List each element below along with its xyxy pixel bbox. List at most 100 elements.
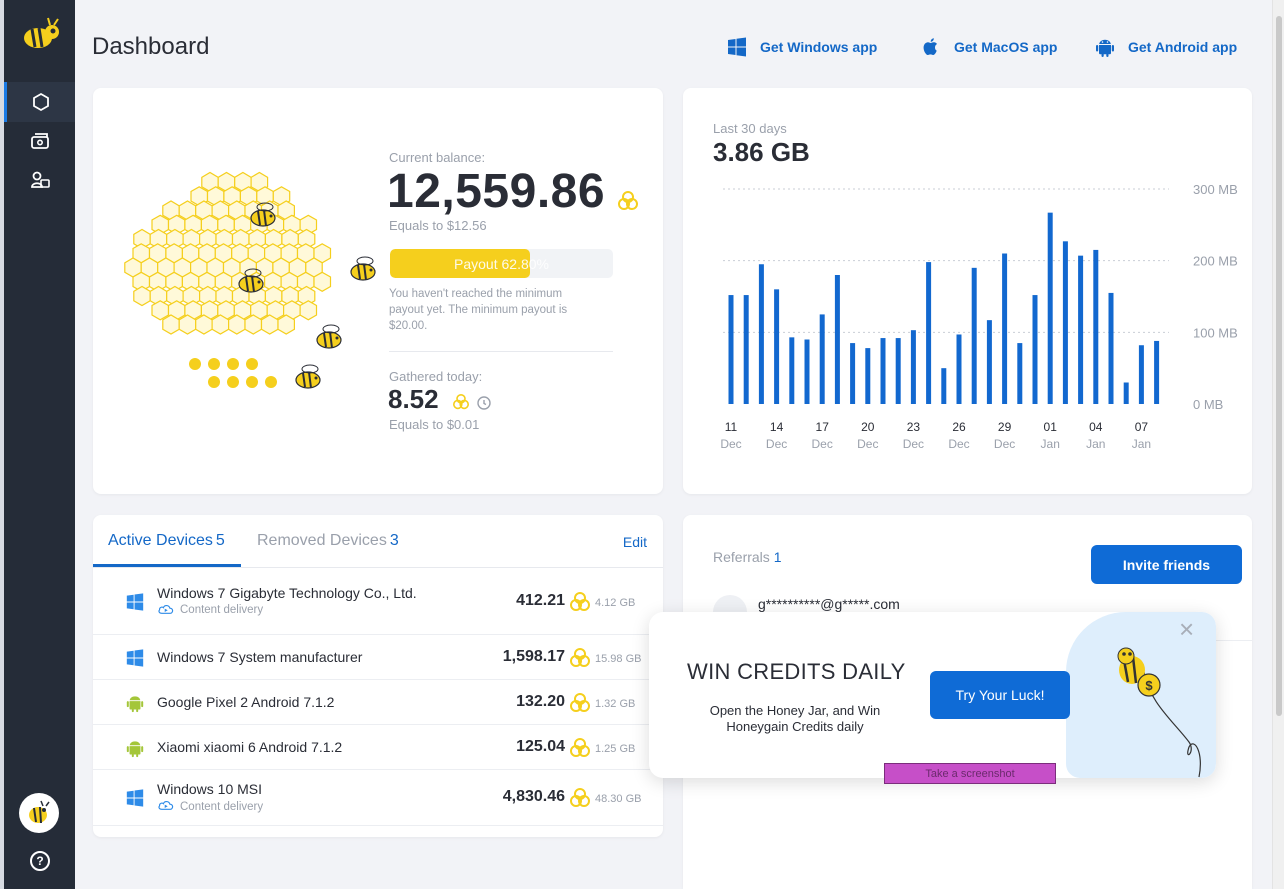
current-balance-value: 12,559.86 xyxy=(387,165,606,218)
x-tick-day: 14 xyxy=(770,420,784,434)
tab-active-devices[interactable]: Active Devices 5 xyxy=(108,532,225,550)
device-earnings: 4,830.46 xyxy=(502,788,565,805)
get-macos-app-link[interactable]: Get MacOS app xyxy=(920,36,1057,58)
honeygain-logo-icon[interactable] xyxy=(16,14,64,54)
x-tick-day: 17 xyxy=(816,420,830,434)
chart-bar[interactable] xyxy=(728,295,734,404)
chart-bar[interactable] xyxy=(758,264,764,404)
tab-removed-devices[interactable]: Removed Devices 3 xyxy=(257,532,399,550)
honey-cell xyxy=(227,358,239,370)
chart-bar[interactable] xyxy=(1108,292,1114,404)
gathered-today-value: 8.52 xyxy=(388,384,439,414)
android-icon xyxy=(125,738,145,758)
chart-bar[interactable] xyxy=(865,348,871,404)
page-title: Dashboard xyxy=(92,33,210,60)
device-name: Xiaomi xiaomi 6 Android 7.1.2 xyxy=(157,738,343,755)
balance-card: Current balance: 12,559.86 Equals to $12… xyxy=(93,88,663,494)
x-tick-day: 26 xyxy=(952,420,966,434)
device-row[interactable]: Google Pixel 2 Android 7.1.2 132.20 1.32 G… xyxy=(93,680,663,725)
x-tick-month: Dec xyxy=(857,437,878,451)
chart-bar[interactable] xyxy=(774,289,780,404)
device-row[interactable]: Windows 7 Gigabyte Technology Co., Ltd. C… xyxy=(93,568,663,635)
honey-cell xyxy=(246,376,258,388)
chart-bar[interactable] xyxy=(1138,345,1144,404)
nav-wallet[interactable] xyxy=(4,121,75,161)
traffic-bar-chart: 300 MB 200 MB 100 MB 0 MB 11 Dec 14 Dec 17 Dec 20 D… xyxy=(720,182,1238,451)
x-tick-day: 07 xyxy=(1135,420,1149,434)
x-tick-month: Dec xyxy=(994,437,1015,451)
try-your-luck-button[interactable]: Try Your Luck! xyxy=(930,671,1070,719)
divider xyxy=(389,351,613,352)
device-name: Windows 10 MSI xyxy=(157,781,263,797)
bee-icon xyxy=(250,202,276,227)
honeycomb-cell xyxy=(277,314,295,335)
chart-bar[interactable] xyxy=(834,275,840,404)
honeycomb-illustration xyxy=(124,171,376,389)
honeycomb-cell xyxy=(178,314,197,335)
x-tick-day: 29 xyxy=(998,420,1012,434)
chart-bar[interactable] xyxy=(804,339,810,405)
get-android-app-link[interactable]: Get Android app xyxy=(1094,36,1237,58)
chart-bar[interactable] xyxy=(880,338,886,404)
chart-bar[interactable] xyxy=(850,343,856,404)
chart-bar[interactable] xyxy=(1154,340,1160,404)
chart-bar[interactable] xyxy=(986,320,992,404)
device-earnings: 125.04 xyxy=(516,737,565,755)
tab-active-devices-label: Active Devices xyxy=(108,532,213,549)
x-tick-month: Dec xyxy=(766,437,787,451)
device-traffic: 1.32 GB xyxy=(595,697,636,710)
device-row[interactable]: Xiaomi xiaomi 6 Android 7.1.2 125.04 1.25 … xyxy=(93,725,663,770)
current-balance-label: Current balance: xyxy=(389,150,486,165)
x-tick-month: Jan xyxy=(1132,437,1151,451)
get-windows-app-link[interactable]: Get Windows app xyxy=(726,36,877,58)
bee-avatar-icon xyxy=(29,800,50,824)
popup-description: Open the Honey Jar, and Win Honeygain Cr… xyxy=(709,703,881,734)
chart-bar[interactable] xyxy=(1017,343,1023,404)
chart-bar[interactable] xyxy=(956,334,962,404)
chart-bar[interactable] xyxy=(1002,253,1008,405)
chart-bar[interactable] xyxy=(1032,295,1038,404)
vertical-scrollbar[interactable] xyxy=(1272,0,1284,889)
honeycomb-cell xyxy=(299,300,318,321)
y-tick-label: 300 MB xyxy=(1193,182,1238,197)
device-row[interactable]: Windows 10 MSI Content delivery 4,830.46 48… xyxy=(93,770,663,826)
honeycomb-cell xyxy=(260,314,279,335)
invite-friends-button[interactable]: Invite friends xyxy=(1091,545,1242,584)
y-tick-label: 0 MB xyxy=(1193,397,1223,412)
hexagon-icon xyxy=(33,92,49,112)
chart-bar[interactable] xyxy=(895,338,901,404)
take-screenshot-button[interactable]: Take a screenshot xyxy=(884,763,1056,784)
windows-icon xyxy=(125,788,145,808)
y-tick-label: 200 MB xyxy=(1193,254,1238,269)
chart-bar[interactable] xyxy=(789,337,795,404)
chart-bar[interactable] xyxy=(941,368,947,404)
user-avatar[interactable] xyxy=(19,793,59,833)
chart-bar[interactable] xyxy=(1047,212,1053,404)
nav-referrals[interactable] xyxy=(4,160,75,200)
scrollbar-thumb[interactable] xyxy=(1276,16,1282,716)
chart-bar[interactable] xyxy=(743,295,749,404)
honeycomb-cell xyxy=(244,314,263,335)
device-traffic: 1.25 GB xyxy=(595,742,636,755)
chart-bar[interactable] xyxy=(1078,255,1084,404)
x-tick-month: Dec xyxy=(903,437,924,451)
device-earnings: 412.21 xyxy=(516,591,565,609)
chart-bar[interactable] xyxy=(926,262,932,404)
help-icon[interactable]: ? xyxy=(30,851,50,871)
close-icon[interactable]: × xyxy=(1179,614,1195,644)
device-row[interactable]: Windows 7 System manufacturer 1,598.17 15.… xyxy=(93,635,663,680)
credits-coin-icon xyxy=(569,692,591,713)
info-icon[interactable] xyxy=(477,396,491,410)
edit-devices-link[interactable]: Edit xyxy=(622,534,647,550)
credits-coin-icon xyxy=(453,394,469,410)
nav-dashboard[interactable] xyxy=(4,82,75,122)
chart-bar[interactable] xyxy=(971,267,977,404)
win-credits-popup: $ WIN CREDITS DAILY Open the Honey Jar, … xyxy=(649,612,1216,778)
chart-bar[interactable] xyxy=(1093,249,1099,404)
chart-bar[interactable] xyxy=(819,314,825,404)
apple-icon xyxy=(923,38,937,56)
chart-bar[interactable] xyxy=(1123,382,1129,405)
honeycomb-cell xyxy=(277,200,295,221)
chart-bar[interactable] xyxy=(1062,241,1068,404)
chart-bar[interactable] xyxy=(910,330,916,404)
